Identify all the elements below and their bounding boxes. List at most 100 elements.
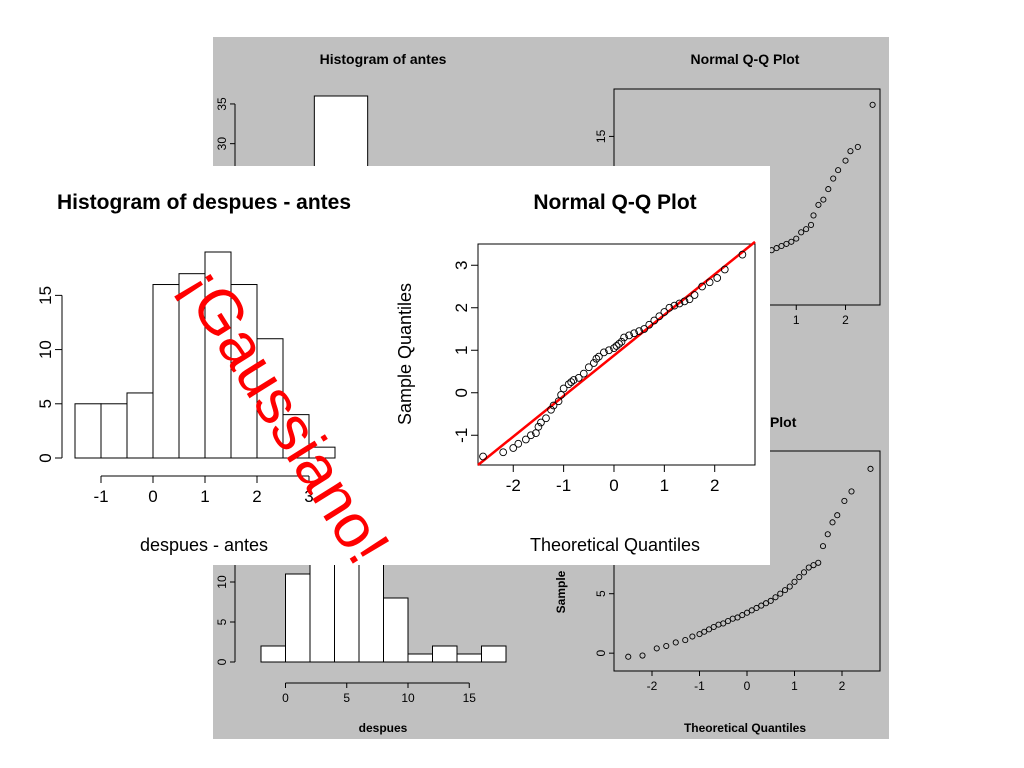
qq-point xyxy=(650,316,659,325)
qq-point xyxy=(615,340,623,348)
hist-bar xyxy=(256,338,284,459)
qq-point xyxy=(537,418,545,427)
qq-point xyxy=(753,604,760,612)
y-axis-label: Sample Quantiles xyxy=(395,283,415,425)
qq-point xyxy=(625,653,632,660)
y-tick-label: 5 xyxy=(215,618,229,625)
qq-point xyxy=(798,229,805,236)
qq-point xyxy=(617,337,626,346)
qq-point xyxy=(810,562,817,569)
x-tick-label: -1 xyxy=(93,487,108,506)
x-tick-label: 3 xyxy=(304,487,313,506)
qq-point xyxy=(848,488,855,495)
x-tick-label: 0 xyxy=(744,679,751,693)
qq-point xyxy=(564,380,573,389)
qq-point xyxy=(672,639,679,646)
qq-point xyxy=(663,642,670,650)
x-tick-label: -1 xyxy=(556,476,571,495)
qq-point xyxy=(705,278,714,287)
qq-point xyxy=(791,578,798,585)
x-tick-label: 1 xyxy=(791,679,798,693)
qq-point xyxy=(772,594,779,601)
qq-point xyxy=(635,327,644,335)
chart-title: Normal Q-Q Plot xyxy=(533,191,696,214)
qq-point xyxy=(720,265,729,274)
qq-point xyxy=(514,439,523,448)
front-qq-diff: Normal Q-Q Plot -2 -1 0 1 2 -1 0 1 2 3 Theoretical … xyxy=(395,191,756,555)
x-tick-label: -2 xyxy=(506,476,521,495)
qq-point xyxy=(685,295,694,304)
qq-point xyxy=(595,352,603,361)
qq-point xyxy=(739,612,746,619)
qq-point xyxy=(869,101,876,108)
hist-bar xyxy=(74,403,102,459)
qq-point xyxy=(748,607,755,614)
qq-point xyxy=(549,401,558,410)
qq-point xyxy=(690,291,699,299)
chart-title: Histogram of antes xyxy=(320,51,447,67)
qq-point xyxy=(734,614,741,621)
qq-point xyxy=(705,626,713,633)
y-tick-label: 5 xyxy=(594,590,608,597)
y-tick-label: 15 xyxy=(36,286,55,305)
x-axis-label: Theoretical Quantiles xyxy=(530,535,700,555)
qq-point xyxy=(815,201,822,208)
hist-bar xyxy=(230,284,258,459)
qq-point xyxy=(630,329,638,338)
qq-point xyxy=(605,346,613,355)
qq-point xyxy=(612,342,621,350)
qq-point xyxy=(824,531,831,538)
chart-title: Normal Q-Q Plot xyxy=(691,51,800,67)
x-axis-label: Theoretical Quantiles xyxy=(684,721,806,735)
qq-point xyxy=(805,564,812,571)
qq-point xyxy=(778,242,785,250)
y-tick-label: 30 xyxy=(215,137,229,151)
x-tick-label: 1 xyxy=(200,487,209,506)
hist-bar xyxy=(260,645,286,663)
qq-point xyxy=(639,652,646,659)
qq-point xyxy=(547,405,555,414)
qq-point xyxy=(825,186,832,193)
qq-point xyxy=(819,543,827,550)
qq-point xyxy=(867,465,874,472)
qq-point xyxy=(710,623,717,631)
qq-point xyxy=(854,143,861,151)
hist-bar xyxy=(432,645,458,663)
qq-point xyxy=(781,587,789,594)
qq-point xyxy=(793,235,800,242)
x-tick-label: 0 xyxy=(148,487,157,506)
y-tick-label: 35 xyxy=(215,97,229,111)
qq-point xyxy=(682,637,689,644)
qq-point xyxy=(645,320,654,329)
qq-point xyxy=(665,303,674,312)
qq-point xyxy=(829,519,836,526)
y-tick-label: 0 xyxy=(594,650,608,657)
qq-point xyxy=(660,308,669,316)
qq-point xyxy=(610,344,618,352)
qq-point xyxy=(820,196,827,203)
hist-bar xyxy=(308,446,336,459)
hist-bar xyxy=(152,284,180,459)
x-tick-label: 2 xyxy=(839,679,846,693)
y-tick-label: 10 xyxy=(36,340,55,359)
qq-point xyxy=(567,378,576,386)
y-tick-label: 10 xyxy=(215,575,229,589)
hist-bar xyxy=(178,273,206,459)
qq-point xyxy=(625,331,633,340)
front-hist-diff: Histogram of despues - antes 0 5 10 15 -1 0 1 2 3… xyxy=(36,191,351,555)
qq-point xyxy=(655,312,664,321)
qq-point xyxy=(521,435,530,444)
x-tick-label: 0 xyxy=(609,476,618,495)
qq-point xyxy=(807,221,815,228)
qq-point xyxy=(788,238,795,245)
qq-point xyxy=(680,297,689,306)
y-tick-label: 2 xyxy=(452,303,471,312)
qq-point xyxy=(592,354,601,363)
y-tick-label: 0 xyxy=(215,658,229,665)
x-tick-label: 2 xyxy=(252,487,261,506)
y-tick-label: 0 xyxy=(36,453,55,462)
qq-point xyxy=(509,444,518,452)
qq-point xyxy=(773,245,780,252)
qq-point xyxy=(584,363,593,372)
